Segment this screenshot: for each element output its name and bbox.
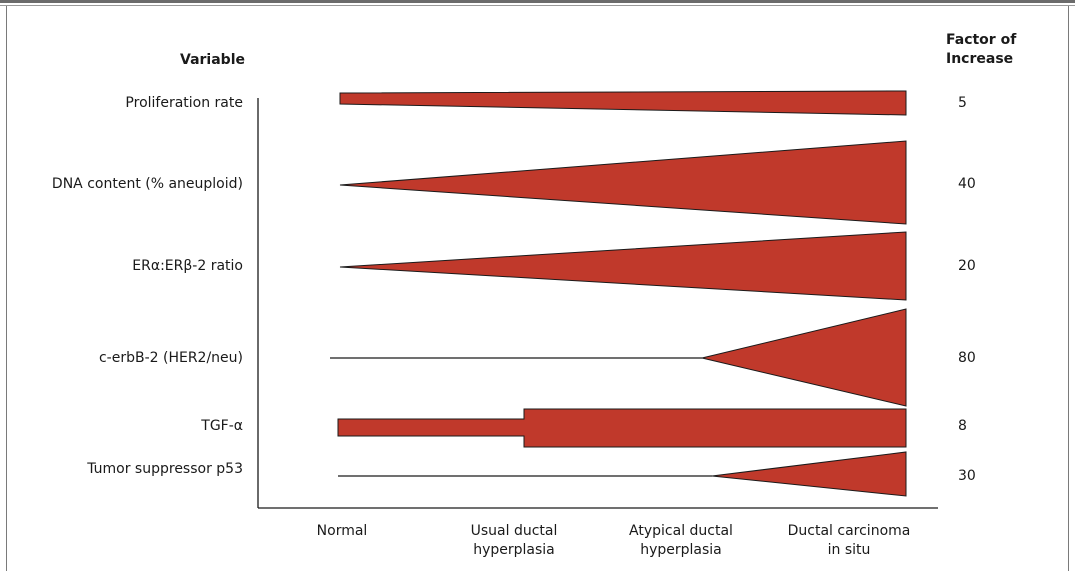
row-label-tgf-alpha: TGF-α (201, 418, 243, 434)
dna-content-wedge (339, 140, 907, 225)
stage-label-atypical-hyperplasia: Atypical ductal hyperplasia (596, 522, 766, 560)
stage-normal-line1: Normal (316, 523, 368, 539)
factor-header: Factor of Increase (946, 31, 1016, 69)
her2-wedge (701, 308, 907, 407)
factor-dna-content: 40 (958, 176, 976, 192)
stage-usual-line2: hyperplasia (473, 542, 555, 558)
stage-dcis-line2: in situ (827, 542, 871, 558)
stage-dcis-line1: Ductal carcinoma (787, 523, 911, 539)
frame-top-border (0, 0, 1075, 3)
factor-proliferation: 5 (958, 95, 967, 111)
er-ratio-wedge (339, 231, 907, 301)
tgf-alpha-bar (337, 408, 907, 448)
stage-label-normal: Normal (257, 522, 427, 541)
frame-right-border (1068, 6, 1069, 571)
row-label-p53: Tumor suppressor p53 (87, 461, 243, 477)
variable-header: Variable (180, 52, 245, 68)
factor-header-line1: Factor of (946, 32, 1017, 48)
stage-label-usual-hyperplasia: Usual ductal hyperplasia (429, 522, 599, 560)
proliferation-rate-wedge (339, 90, 907, 116)
factor-p53: 30 (958, 468, 976, 484)
stage-label-dcis: Ductal carcinoma in situ (764, 522, 934, 560)
p53-wedge (711, 451, 907, 497)
stage-usual-line1: Usual ductal (470, 523, 558, 539)
frame-left-border (6, 6, 7, 571)
row-label-proliferation: Proliferation rate (125, 95, 243, 111)
row-label-her2: c-erbB-2 (HER2/neu) (98, 350, 243, 366)
row-label-dna-content: DNA content (% aneuploid) (51, 176, 243, 192)
factor-her2: 80 (958, 350, 976, 366)
stage-atypical-line1: Atypical ductal (629, 523, 733, 539)
frame-top-rule (0, 5, 1075, 6)
stage-atypical-line2: hyperplasia (640, 542, 722, 558)
factor-tgf-alpha: 8 (958, 418, 967, 434)
factor-header-line2: Increase (946, 51, 1014, 67)
row-label-er-ratio: ERα:ERβ-2 ratio (132, 258, 243, 274)
factor-er-ratio: 20 (958, 258, 976, 274)
